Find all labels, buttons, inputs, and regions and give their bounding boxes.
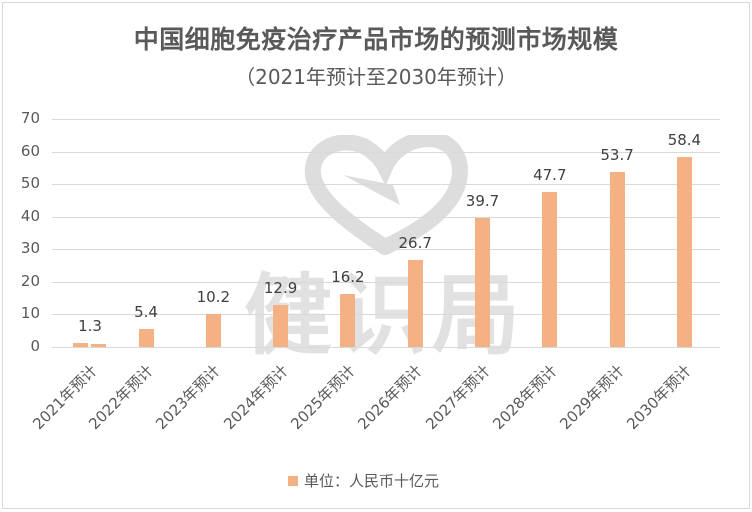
data-label: 58.4 xyxy=(667,130,702,149)
data-label: 16.2 xyxy=(331,268,365,287)
chart-title: 中国细胞免疫治疗产品市场的预测市场规模 xyxy=(133,25,619,54)
data-label: 26.7 xyxy=(398,234,432,253)
bar xyxy=(273,304,289,347)
bar xyxy=(542,191,558,347)
chart-subtitle: （2021年预计至2030年预计） xyxy=(235,65,517,89)
bar xyxy=(340,294,356,347)
data-label: 47.7 xyxy=(533,165,567,184)
y-tick-label: 30 xyxy=(20,239,40,257)
gridline xyxy=(52,184,720,185)
y-tick-label: 20 xyxy=(20,272,40,290)
data-label: 39.7 xyxy=(465,191,500,210)
gridline xyxy=(52,249,720,250)
gridline xyxy=(52,217,720,218)
gridline xyxy=(52,282,720,283)
bar xyxy=(91,344,106,347)
bar xyxy=(205,313,221,347)
bar xyxy=(609,172,625,347)
data-label: 5.4 xyxy=(134,303,158,322)
gridline xyxy=(52,314,720,315)
data-label: 10.2 xyxy=(196,287,230,306)
gridline xyxy=(52,347,720,348)
y-tick-label: 40 xyxy=(20,207,40,225)
y-tick-label: 0 xyxy=(30,337,40,355)
bar xyxy=(475,217,490,347)
data-label: 12.9 xyxy=(263,278,298,297)
gridline xyxy=(52,119,720,120)
y-tick-label: 70 xyxy=(20,109,40,127)
y-tick-label: 50 xyxy=(20,174,40,192)
bar xyxy=(138,329,154,347)
bar xyxy=(73,342,88,347)
legend-label: 单位：人民币十亿元 xyxy=(304,472,440,490)
gridline xyxy=(52,152,720,153)
bar xyxy=(676,156,692,347)
y-tick-label: 60 xyxy=(20,142,40,160)
legend-swatch xyxy=(288,475,298,486)
y-tick-label: 10 xyxy=(20,304,40,322)
bar xyxy=(407,260,423,347)
legend: 单位：人民币十亿元 xyxy=(288,470,439,491)
data-label: 1.3 xyxy=(78,316,102,335)
data-label: 53.7 xyxy=(600,146,634,165)
